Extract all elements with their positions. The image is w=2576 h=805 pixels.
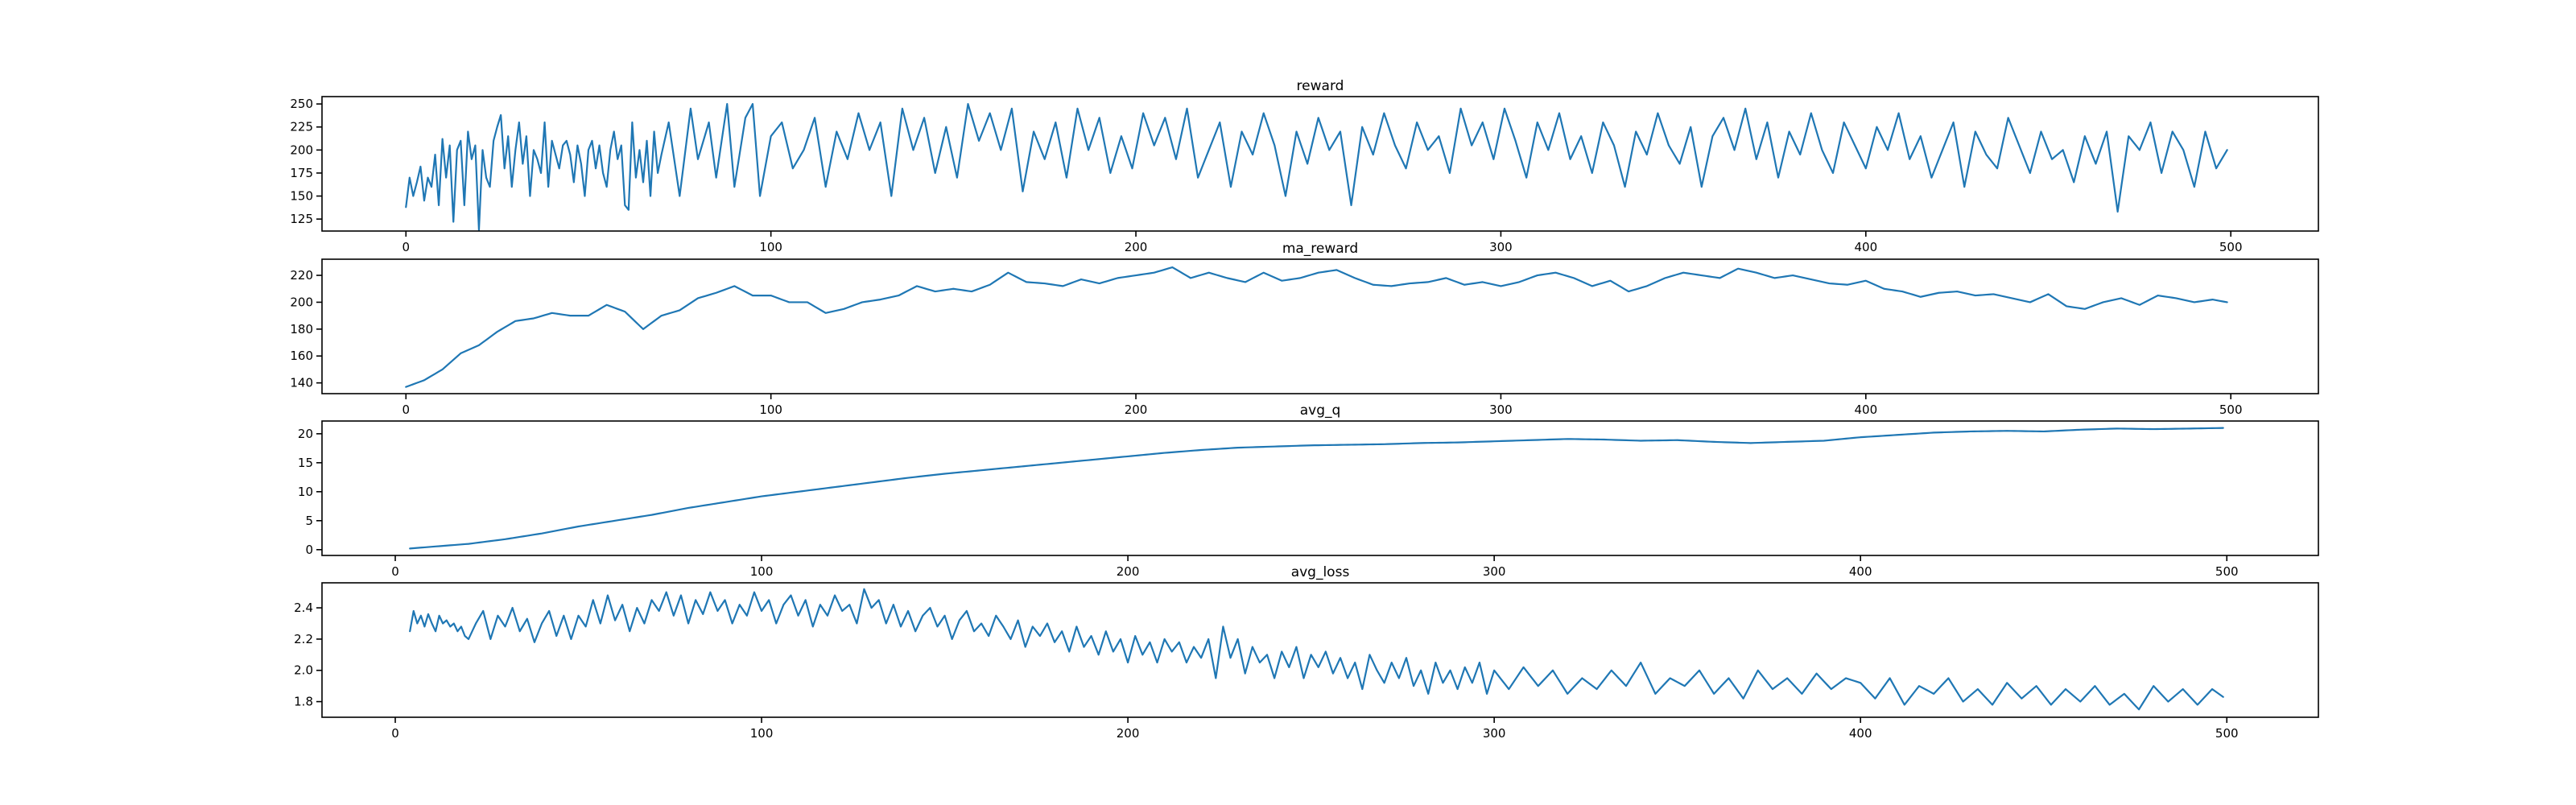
axes-frame (321, 96, 2319, 232)
subplot-ma-reward: ma_reward 0 100 200 300 400 500 140 160 180 200 22… (290, 241, 2319, 417)
plot-area: 0 100 200 300 400 500 1.8 2.0 2.2 2.4 (294, 582, 2319, 741)
x-tick-label: 400 (1854, 402, 1877, 417)
subplot-avg-loss: avg_loss 0 100 200 300 400 500 1.8 2.0 2.2 2.4 (294, 564, 2319, 741)
x-tick-label: 300 (1483, 726, 1506, 741)
y-tick-label: 175 (290, 166, 313, 180)
x-tick-label: 0 (391, 726, 399, 741)
y-tick-label: 0 (305, 543, 313, 557)
plot-area: 0 100 200 300 400 500 125 150 175 200 225 250 (290, 96, 2319, 254)
y-tick-label: 5 (305, 514, 313, 528)
axes-frame (321, 582, 2319, 718)
x-tick-label: 100 (759, 240, 782, 254)
y-tick-label: 220 (290, 268, 313, 283)
y-tick-label: 180 (290, 322, 313, 336)
x-tick-label: 300 (1489, 402, 1513, 417)
series-line (409, 588, 2224, 711)
y-tick-label: 2.2 (294, 632, 313, 646)
x-tick-label: 100 (759, 402, 782, 417)
x-tick-label: 100 (750, 726, 774, 741)
y-tick-label: 15 (298, 456, 313, 470)
x-tick-label: 500 (2215, 564, 2239, 579)
y-tick-label: 200 (290, 142, 313, 157)
y-tick-label: 2.0 (294, 663, 313, 678)
x-tick-label: 0 (402, 402, 411, 417)
y-tick-label: 250 (290, 97, 313, 111)
axes-frame (321, 420, 2319, 556)
x-tick-label: 500 (2219, 402, 2243, 417)
x-tick-label: 200 (1117, 564, 1140, 579)
y-tick-label: 140 (290, 376, 313, 390)
y-tick-label: 125 (290, 212, 313, 226)
chart-title: reward (1297, 78, 1344, 94)
y-tick-label: 225 (290, 120, 313, 134)
y-tick-label: 10 (298, 485, 313, 499)
y-tick-label: 160 (290, 349, 313, 363)
x-tick-label: 500 (2219, 240, 2243, 254)
x-tick-label: 400 (1854, 240, 1877, 254)
series-line (409, 427, 2224, 550)
chart-title: ma_reward (1282, 241, 1358, 257)
y-tick-label: 1.8 (294, 695, 313, 709)
x-tick-label: 200 (1125, 240, 1148, 254)
series-line (405, 266, 2228, 388)
x-tick-label: 300 (1483, 564, 1506, 579)
x-tick-label: 200 (1117, 726, 1140, 741)
plot-area: 0 100 200 300 400 500 140 160 180 200 220 (290, 258, 2319, 417)
subplot-reward: reward 0 100 200 300 400 500 125 150 175 200 225 25… (290, 78, 2319, 254)
x-tick-label: 200 (1125, 402, 1148, 417)
x-tick-label: 300 (1489, 240, 1513, 254)
axes-frame (321, 258, 2319, 394)
series-line (405, 103, 2228, 231)
x-tick-label: 400 (1849, 726, 1872, 741)
plot-area: 0 100 200 300 400 500 0 5 10 15 20 (298, 420, 2319, 579)
x-tick-label: 0 (391, 564, 399, 579)
y-tick-label: 20 (298, 427, 313, 441)
subplot-avg-q: avg_q 0 100 200 300 400 500 0 5 10 15 20 (298, 402, 2319, 579)
y-tick-label: 200 (290, 295, 313, 309)
x-tick-label: 500 (2215, 726, 2239, 741)
chart-title: avg_loss (1291, 564, 1350, 580)
x-tick-label: 0 (402, 240, 411, 254)
x-tick-label: 400 (1849, 564, 1872, 579)
x-tick-label: 100 (750, 564, 774, 579)
chart-title: avg_q (1300, 402, 1341, 419)
y-tick-label: 150 (290, 189, 313, 204)
y-tick-label: 2.4 (294, 601, 313, 615)
